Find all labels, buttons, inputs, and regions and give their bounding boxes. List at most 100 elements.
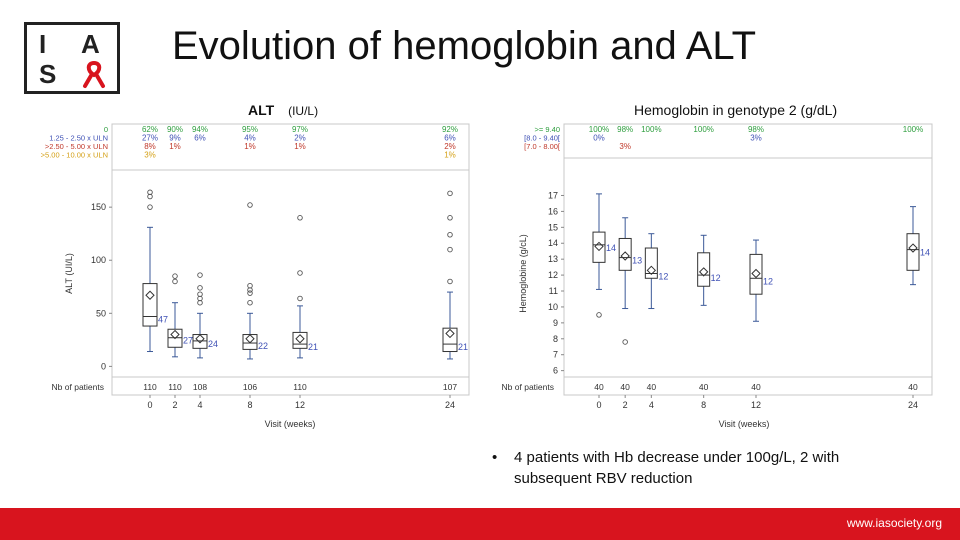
alt-median-label: 22 xyxy=(258,341,268,351)
hb-x-tick-label: 8 xyxy=(701,400,706,410)
alt-x-tick-label: 4 xyxy=(197,400,202,410)
alt-box xyxy=(242,334,258,350)
alt-outlier xyxy=(172,273,178,279)
hb-mean-marker xyxy=(908,243,918,253)
alt-x-tick-label: 12 xyxy=(295,400,305,410)
alt-outlier xyxy=(247,290,253,296)
logo-letter-s: S xyxy=(39,59,57,89)
alt-grade-value: 94% xyxy=(192,125,208,134)
hb-y-tick-label: 17 xyxy=(548,190,558,200)
alt-grade-value: 4% xyxy=(244,134,256,143)
alt-grade-value: 27% xyxy=(142,134,158,143)
alt-grade-value: 2% xyxy=(294,134,306,143)
alt-grade-value: 1% xyxy=(294,142,306,151)
bullet-dot: • xyxy=(492,449,498,466)
hb-y-tick-label: 8 xyxy=(553,334,558,344)
hemoglobin-boxplot-chart: >= 9.40 100% 98% 100% 100% 98% 100%[8.0 - 9.40… xyxy=(502,123,933,429)
alt-box xyxy=(292,331,308,349)
hb-x-tick-label: 0 xyxy=(596,400,601,410)
hb-y-tick-label: 9 xyxy=(553,318,558,328)
page-title: Evolution of hemoglobin and ALT xyxy=(172,24,757,68)
hb-mean-marker xyxy=(698,267,709,277)
alt-y-tick-label: 150 xyxy=(91,202,106,212)
alt-median-label: 27 xyxy=(183,336,193,346)
alt-x-tick-label: 8 xyxy=(247,400,252,410)
alt-mean-marker xyxy=(245,334,255,344)
alt-grade-value: 6% xyxy=(444,134,456,143)
hb-grade-value: 100% xyxy=(903,125,923,134)
hb-mean-marker xyxy=(751,268,761,279)
hb-median-label: 12 xyxy=(763,276,773,286)
hb-mean-marker xyxy=(620,251,630,261)
hb-x-tick-label: 2 xyxy=(623,400,628,410)
alt-median-label: 47 xyxy=(158,314,168,324)
hb-outlier xyxy=(622,339,628,345)
alt-y-tick-label: 100 xyxy=(91,255,106,265)
hb-median-label: 14 xyxy=(920,248,930,258)
alt-outlier xyxy=(247,299,253,306)
hb-nb-value: 40 xyxy=(751,382,761,392)
alt-outlier xyxy=(197,291,203,297)
hb-grade-value: 100% xyxy=(641,125,661,134)
alt-grade-value: 92% xyxy=(442,125,458,134)
hb-box xyxy=(697,252,711,287)
alt-nb-value: 107 xyxy=(443,382,457,392)
hb-y-tick-label: 16 xyxy=(548,206,558,216)
alt-outlier xyxy=(447,246,453,253)
hb-grade-value: 0% xyxy=(593,134,605,143)
hb-grade-value: 98% xyxy=(617,125,633,134)
alt-mean-marker xyxy=(145,290,155,300)
alt-grade-value: 95% xyxy=(242,125,258,134)
alt-nb-label: Nb of patients xyxy=(52,382,104,392)
red-ribbon-icon xyxy=(83,60,105,88)
alt-outlier xyxy=(197,272,203,278)
hb-median-label: 12 xyxy=(711,273,721,283)
alt-nb-value: 110 xyxy=(143,382,157,392)
alt-outlier xyxy=(447,278,453,285)
alt-grade-label: 1.25 - 2.50 x ULN xyxy=(49,134,108,143)
alt-outlier xyxy=(172,278,178,285)
alt-title-text: ALT xyxy=(248,102,275,118)
hb-y-tick-label: 6 xyxy=(553,366,558,376)
alt-outlier xyxy=(147,204,153,210)
alt-grade-value: 1% xyxy=(169,142,181,151)
hb-box xyxy=(644,247,658,279)
alt-x-axis-label: Visit (weeks) xyxy=(265,419,316,429)
alt-mean-marker xyxy=(445,328,455,339)
alt-plot-frame xyxy=(111,123,470,396)
alt-box xyxy=(167,328,183,348)
alt-x-tick-label: 2 xyxy=(172,400,177,410)
logo-letter-a: A xyxy=(81,29,100,59)
hb-nb-value: 40 xyxy=(594,382,604,392)
alt-grade-value: 8% xyxy=(144,142,156,151)
hb-y-tick-label: 10 xyxy=(548,302,558,312)
hb-nb-value: 40 xyxy=(620,382,630,392)
alt-outlier xyxy=(247,202,253,208)
hb-y-tick-label: 14 xyxy=(548,238,558,248)
alt-outlier xyxy=(247,282,253,289)
alt-mean-marker xyxy=(295,334,305,344)
alt-outlier xyxy=(297,270,303,276)
hb-y-tick-label: 13 xyxy=(548,254,558,264)
hb-box xyxy=(592,231,606,263)
hb-mean-marker xyxy=(646,265,657,276)
hb-median-label: 12 xyxy=(658,272,668,282)
alt-grade-value: 3% xyxy=(144,151,156,160)
alt-grade-value: 62% xyxy=(142,125,158,134)
alt-grade-label: >5.00 - 10.00 x ULN xyxy=(41,151,108,160)
alt-title-unit: (IU/L) xyxy=(288,104,319,118)
hb-box xyxy=(618,237,632,271)
hb-y-tick-label: 7 xyxy=(553,350,558,360)
hb-grade-value: 98% xyxy=(748,125,764,134)
alt-box xyxy=(442,327,458,353)
hb-y-axis-label: Hemoglobine (g/cL) xyxy=(518,234,528,313)
hb-x-tick-label: 12 xyxy=(751,400,761,410)
hb-grade-value: 100% xyxy=(589,125,609,134)
alt-nb-value: 106 xyxy=(243,382,257,392)
footer-url: www.iasociety.org xyxy=(846,516,942,530)
alt-grade-value: 9% xyxy=(169,134,181,143)
alt-outlier xyxy=(297,215,303,221)
hb-nb-label: Nb of patients xyxy=(502,382,554,392)
alt-median-label: 24 xyxy=(208,339,218,349)
hb-grade-value: 100% xyxy=(693,125,713,134)
